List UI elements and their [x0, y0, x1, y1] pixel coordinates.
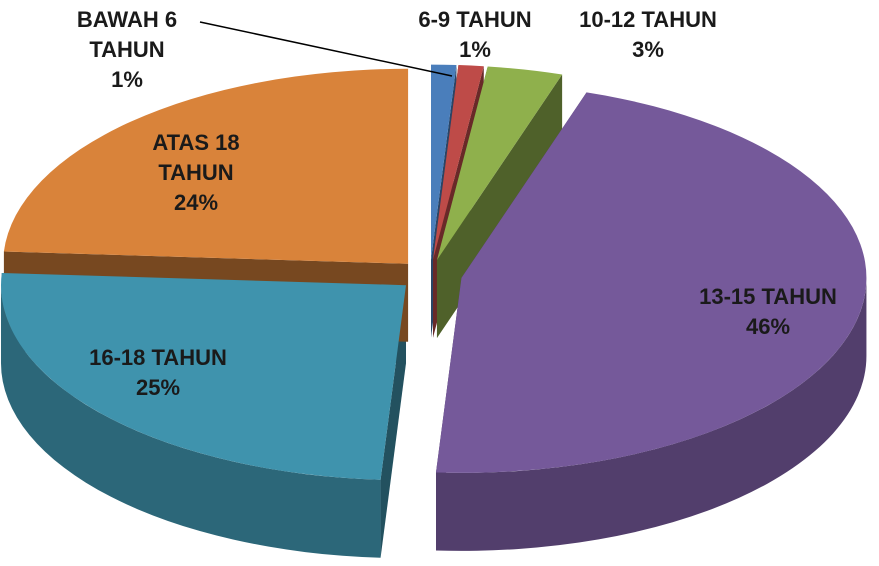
data-label: 6-9 TAHUN 1% [400, 5, 550, 65]
category-label: 16-18 TAHUN [89, 345, 227, 370]
value-label: 3% [632, 37, 664, 62]
data-label: BAWAH 6 TAHUN 1% [71, 5, 183, 95]
category-label: 10-12 TAHUN [579, 7, 717, 32]
value-label: 1% [459, 37, 491, 62]
slice-tops [0, 64, 867, 480]
data-label: 10-12 TAHUN 3% [573, 5, 723, 65]
value-label: 25% [135, 375, 181, 400]
slice [436, 92, 867, 473]
slice-outer-wall [0, 285, 381, 558]
slice-outer-wall [436, 277, 867, 551]
category-label: ATAS 18 TAHUN [152, 130, 240, 185]
value-label: 1% [111, 67, 143, 92]
category-label: 13-15 TAHUN [699, 284, 837, 309]
value-label: 46% [745, 314, 791, 339]
data-label: ATAS 18 TAHUN 24% [140, 128, 252, 218]
value-label: 24% [173, 190, 219, 215]
category-label: BAWAH 6 TAHUN [76, 7, 178, 62]
slice [0, 272, 406, 480]
slice [3, 68, 409, 264]
data-label: 13-15 TAHUN 46% [693, 282, 843, 342]
data-label: 16-18 TAHUN 25% [83, 343, 233, 403]
leader-line [199, 21, 453, 77]
slice [436, 66, 563, 260]
slice [431, 64, 457, 260]
slice [433, 65, 484, 260]
category-label: 6-9 TAHUN [418, 7, 532, 32]
